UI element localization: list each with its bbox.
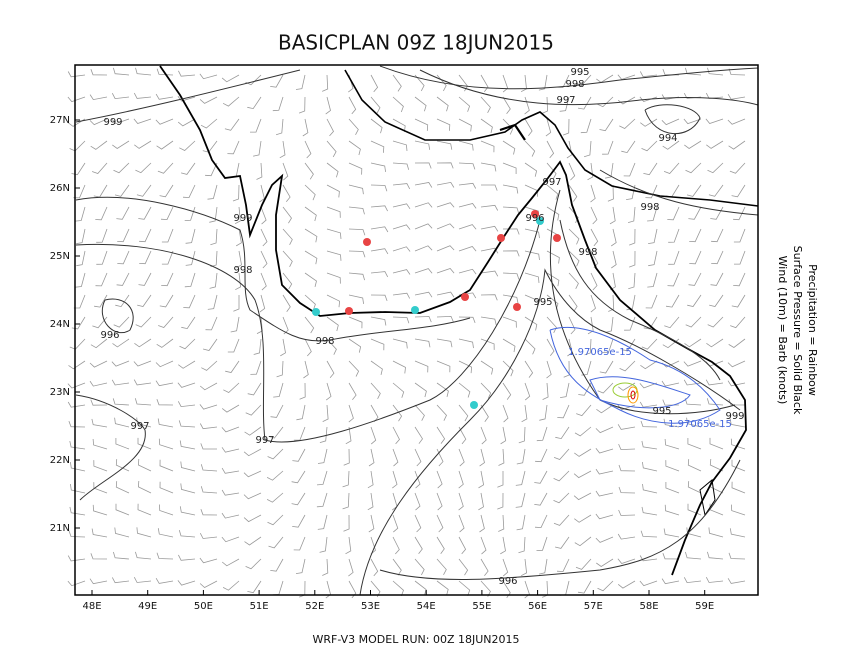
wind-barbs (67, 67, 746, 599)
contour-label: 995 (570, 67, 589, 78)
legend-text: Surface Pressure = Solid Black (791, 246, 804, 415)
lon-label: 59E (695, 601, 714, 612)
contour-label: 998 (315, 336, 334, 347)
contour-label: 995 (533, 297, 552, 308)
footer: WRF-V3 MODEL RUN: 00Z 18JUN2015 (312, 633, 519, 646)
pressure-contours (75, 65, 759, 596)
contour-label: 999 (725, 411, 744, 422)
legend-text: Precipitation = Rainbow (806, 264, 819, 396)
lon-label: 55E (472, 601, 491, 612)
contour-label: 1.97065e-15 (668, 419, 732, 430)
lat-label: 22N (50, 455, 70, 466)
barb-field (67, 67, 746, 599)
lon-label: 57E (584, 601, 603, 612)
contour-label: 999 (103, 117, 122, 128)
legend-text: Wind (10m) = Barb (knots) (776, 256, 789, 405)
contour-label: 998 (640, 202, 659, 213)
lon-label: 52E (305, 601, 324, 612)
contour-label: 994 (658, 133, 677, 144)
contour-label: 998 (578, 247, 597, 258)
lon-label: 58E (639, 601, 658, 612)
contour-label: 996 (498, 576, 517, 587)
lat-label: 25N (50, 251, 70, 262)
lon-label: 50E (194, 601, 213, 612)
lon-label: 53E (361, 601, 380, 612)
lon-label: 48E (82, 601, 101, 612)
lon-label: 51E (250, 601, 269, 612)
lat-label: 24N (50, 319, 70, 330)
lat-label: 26N (50, 183, 70, 194)
lon-label: 56E (528, 601, 547, 612)
contour-label: 997 (542, 177, 561, 188)
station-dots (312, 210, 561, 409)
contour-label: 996 (100, 330, 119, 341)
contour-label: 996 (525, 213, 544, 224)
contour-label: 998 (565, 79, 584, 90)
contour-label: 998 (233, 265, 252, 276)
map-frame (74, 64, 759, 596)
title: BASICPLAN 09Z 18JUN2015 (278, 31, 554, 55)
contour-label: 999 (233, 213, 252, 224)
lat-label: 27N (50, 115, 70, 126)
contour-label: 1.97065e-15 (568, 347, 632, 358)
lon-label: 54E (417, 601, 436, 612)
contour-label: 997 (255, 435, 274, 446)
precipitation-contours (549, 326, 721, 424)
coastlines (159, 65, 759, 576)
contour-label: 997 (556, 95, 575, 106)
lat-label: 21N (50, 523, 70, 534)
contour-label: 995 (652, 406, 671, 417)
contour-label: 997 (130, 421, 149, 432)
lon-label: 49E (138, 601, 157, 612)
lat-label: 23N (50, 387, 70, 398)
